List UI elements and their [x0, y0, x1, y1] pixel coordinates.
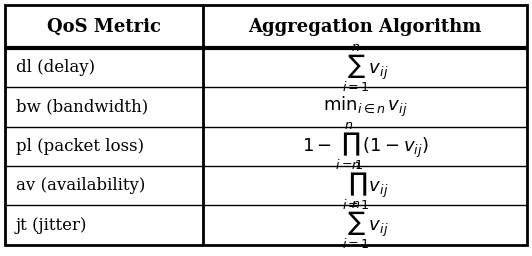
Text: $\sum_{i=1}^{n} v_{ij}$: $\sum_{i=1}^{n} v_{ij}$ — [342, 199, 388, 251]
Text: $1 - \prod_{i=1}^{n}(1 - v_{ij})$: $1 - \prod_{i=1}^{n}(1 - v_{ij})$ — [302, 121, 428, 172]
Text: QoS Metric: QoS Metric — [47, 18, 161, 36]
Text: $\sum_{i=1}^{n} v_{ij}$: $\sum_{i=1}^{n} v_{ij}$ — [342, 42, 388, 94]
Text: bw (bandwidth): bw (bandwidth) — [16, 99, 148, 116]
Text: av (availability): av (availability) — [16, 177, 145, 194]
Text: pl (packet loss): pl (packet loss) — [16, 138, 144, 155]
Text: Aggregation Algorithm: Aggregation Algorithm — [248, 18, 482, 36]
Text: jt (jitter): jt (jitter) — [16, 217, 87, 233]
Text: $\mathrm{min}_{i \in n}\, v_{ij}$: $\mathrm{min}_{i \in n}\, v_{ij}$ — [323, 95, 408, 119]
Text: dl (delay): dl (delay) — [16, 59, 95, 76]
Text: $\prod_{i=1}^{n} v_{ij}$: $\prod_{i=1}^{n} v_{ij}$ — [342, 160, 388, 211]
